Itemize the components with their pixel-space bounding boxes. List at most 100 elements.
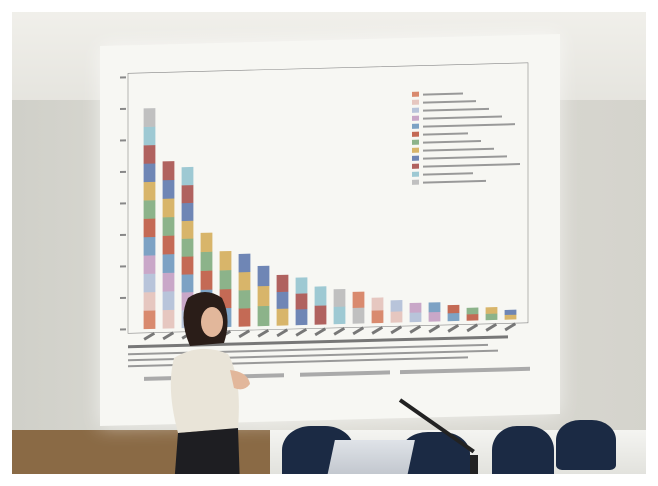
y-tick-label	[120, 139, 126, 142]
plot-frame	[127, 62, 529, 334]
presenter-hand	[230, 370, 250, 390]
legend-label	[423, 115, 502, 120]
x-tick-label	[352, 326, 365, 336]
chair	[556, 420, 616, 470]
bar-segment	[295, 277, 308, 294]
bar-segment	[428, 311, 441, 322]
bar-segment	[219, 269, 232, 290]
legend-swatch	[412, 171, 419, 177]
bar	[295, 277, 308, 326]
bar-segment	[219, 250, 232, 271]
legend-swatch	[412, 179, 419, 185]
bar-segment	[257, 305, 270, 327]
bar	[504, 309, 517, 320]
presenter	[170, 292, 250, 486]
bar-segment	[162, 216, 175, 236]
x-tick-label	[504, 322, 517, 332]
laptop	[325, 440, 415, 486]
bar-segment	[238, 253, 251, 273]
bar-segment	[295, 308, 308, 326]
y-tick-label	[120, 265, 126, 268]
legend-label	[423, 140, 481, 144]
bar-segment	[409, 302, 422, 313]
bar-segment	[143, 255, 156, 275]
bar-segment	[352, 307, 365, 324]
x-tick-label	[466, 323, 479, 333]
bar-segment	[143, 236, 156, 256]
bar-segment	[238, 307, 251, 327]
bar-segment	[162, 309, 175, 329]
bar	[390, 300, 403, 323]
bar-segment	[238, 271, 251, 291]
x-tick-label	[428, 324, 441, 334]
x-tick-label	[314, 327, 327, 337]
presenter-face	[201, 307, 223, 337]
legend-label	[423, 123, 515, 128]
y-tick-label	[120, 170, 126, 173]
x-tick-label	[447, 323, 460, 333]
bar-segment	[200, 251, 213, 271]
bar	[485, 307, 498, 321]
x-tick-label	[333, 326, 346, 336]
bar-segment	[466, 307, 479, 315]
bar-segment	[504, 314, 517, 320]
legend-label	[423, 107, 489, 112]
bar	[371, 297, 384, 324]
x-tick-label	[409, 324, 422, 334]
legend-swatch	[412, 155, 419, 161]
bar-segment	[238, 289, 251, 309]
bar-segment	[504, 309, 517, 316]
x-tick-label	[371, 325, 384, 335]
legend-swatch	[412, 131, 419, 137]
legend-label	[423, 163, 520, 168]
bar-segment	[181, 184, 194, 204]
bar-segment	[295, 293, 308, 310]
bar	[352, 291, 365, 324]
bar-segment	[181, 274, 194, 293]
y-tick-label	[120, 107, 126, 110]
bar-segment	[143, 273, 156, 293]
legend-label	[423, 172, 473, 176]
bar-segment	[143, 199, 156, 219]
bar-segment	[276, 274, 289, 293]
bar-segment	[143, 108, 156, 128]
bar	[333, 288, 346, 325]
bar-segment	[200, 232, 213, 253]
bar	[428, 302, 441, 322]
bar-segment	[162, 272, 175, 292]
legend-label	[423, 155, 507, 160]
bar-segment	[181, 166, 194, 186]
legend-swatch	[412, 91, 419, 97]
legend-swatch	[412, 123, 419, 129]
bar-segment	[371, 297, 384, 311]
bar	[447, 304, 460, 322]
bar-segment	[143, 218, 156, 238]
legend-swatch	[412, 147, 419, 153]
bar	[276, 274, 289, 326]
bar-segment	[257, 265, 270, 287]
x-tick-label	[238, 329, 251, 339]
x-tick-label	[162, 331, 175, 341]
bar-segment	[447, 312, 460, 322]
bar-segment	[333, 288, 346, 307]
bar-segment	[390, 311, 403, 323]
legend-swatch	[412, 139, 419, 145]
bar-segment	[162, 179, 175, 199]
bar-segment	[181, 202, 194, 222]
presenter-pants	[174, 428, 240, 486]
bar-segment	[162, 290, 175, 311]
bar-segment	[162, 253, 175, 274]
bar-segment	[181, 238, 194, 257]
bar-segment	[257, 285, 270, 307]
bar-segment	[181, 220, 194, 239]
legend-swatch	[412, 115, 419, 121]
bar-segment	[466, 313, 479, 321]
bar-segment	[162, 198, 175, 218]
chart-legend	[412, 91, 520, 185]
bar	[409, 302, 422, 323]
bar-segment	[143, 291, 156, 311]
y-tick-label	[120, 202, 126, 205]
bar	[238, 253, 251, 327]
y-tick-label	[120, 233, 126, 236]
legend-label	[423, 92, 463, 96]
